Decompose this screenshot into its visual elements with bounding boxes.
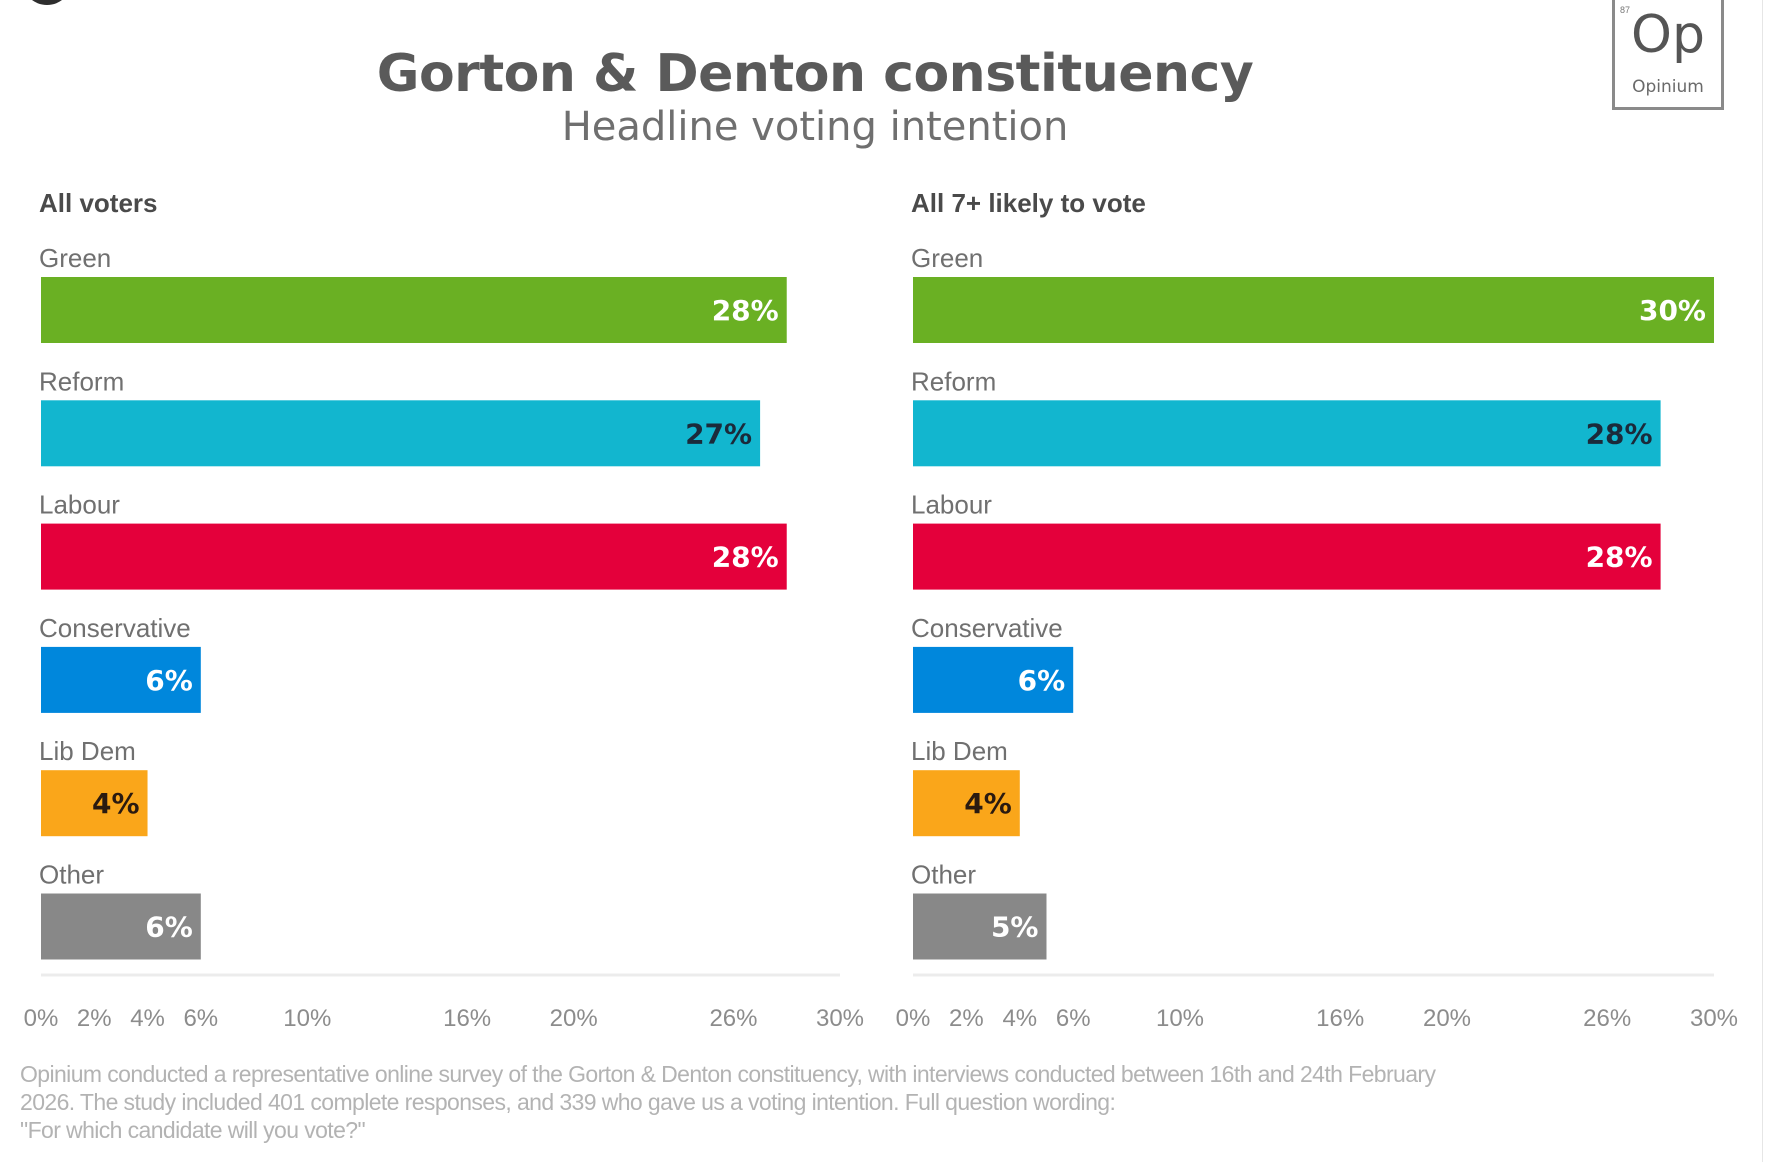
- voting-intention-chart: All voters Green 28% Reform 27% Labour 28% Cons…: [24, 188, 1738, 1032]
- chart-title: Gorton & Denton constituency: [376, 44, 1254, 104]
- footnote-line: "For which candidate will you vote?": [20, 1117, 366, 1143]
- right-border: [1762, 0, 1763, 1162]
- x-tick-label: 16%: [443, 1005, 491, 1032]
- x-tick-label: 6%: [183, 1005, 218, 1032]
- bar: [41, 277, 787, 343]
- category-label: Labour: [39, 490, 120, 520]
- value-label: 28%: [712, 541, 779, 574]
- value-label: 4%: [92, 787, 140, 820]
- value-label: 4%: [964, 787, 1012, 820]
- bar: [913, 523, 1661, 590]
- value-label: 6%: [1018, 664, 1066, 697]
- x-tick-label: 30%: [816, 1005, 864, 1032]
- footnote-line: 2026. The study included 401 complete re…: [20, 1089, 1116, 1115]
- category-label: Green: [39, 243, 111, 273]
- x-tick-label: 0%: [896, 1005, 931, 1032]
- x-tick-label: 20%: [550, 1005, 598, 1032]
- x-tick-label: 20%: [1423, 1005, 1471, 1032]
- chart-subtitle: Headline voting intention: [561, 104, 1069, 150]
- logo-number: 87: [1620, 5, 1631, 15]
- value-label: 30%: [1639, 294, 1706, 327]
- category-label: Lib Dem: [39, 736, 136, 766]
- corner-dot-left: [22, 0, 72, 5]
- value-label: 28%: [712, 294, 779, 327]
- value-label: 28%: [1586, 417, 1653, 450]
- value-label: 6%: [145, 664, 193, 697]
- panel-title: All voters: [39, 188, 158, 218]
- category-label: Other: [911, 860, 976, 890]
- x-tick-label: 4%: [130, 1005, 165, 1032]
- x-tick-label: 0%: [24, 1005, 59, 1032]
- category-label: Labour: [911, 490, 992, 520]
- logo-name: Opinium: [1632, 77, 1704, 97]
- bar: [913, 277, 1714, 343]
- value-label: 28%: [1586, 541, 1653, 574]
- x-tick-label: 10%: [283, 1005, 331, 1032]
- bar: [913, 646, 1074, 713]
- bar: [41, 400, 761, 467]
- x-tick-label: 16%: [1316, 1005, 1364, 1032]
- x-tick-label: 2%: [77, 1005, 112, 1032]
- value-label: 27%: [685, 417, 752, 450]
- x-tick-label: 30%: [1690, 1005, 1738, 1032]
- bar: [41, 893, 201, 960]
- x-tick-label: 2%: [949, 1005, 984, 1032]
- opinium-logo: 87 Op Opinium: [1612, 0, 1724, 110]
- category-label: Green: [911, 243, 983, 273]
- bar: [41, 646, 201, 713]
- footnote: Opinium conducted a representative onlin…: [20, 1060, 1740, 1144]
- category-label: Conservative: [39, 613, 191, 643]
- x-tick-label: 10%: [1156, 1005, 1204, 1032]
- value-label: 6%: [145, 911, 193, 944]
- bar: [41, 523, 787, 590]
- bar: [913, 770, 1020, 837]
- bar: [913, 400, 1661, 467]
- logo-mark: Op: [1631, 5, 1705, 65]
- panel-title: All 7+ likely to vote: [911, 188, 1146, 218]
- x-tick-label: 26%: [1583, 1005, 1631, 1032]
- value-label: 5%: [991, 911, 1039, 944]
- x-tick-label: 6%: [1056, 1005, 1091, 1032]
- x-tick-label: 4%: [1002, 1005, 1037, 1032]
- x-tick-label: 26%: [709, 1005, 757, 1032]
- bar: [41, 770, 148, 837]
- category-label: Reform: [39, 366, 124, 396]
- category-label: Other: [39, 860, 104, 890]
- footnote-line: Opinium conducted a representative onlin…: [20, 1061, 1436, 1087]
- bar: [913, 893, 1047, 960]
- category-label: Reform: [911, 366, 996, 396]
- category-label: Conservative: [911, 613, 1063, 643]
- category-label: Lib Dem: [911, 736, 1008, 766]
